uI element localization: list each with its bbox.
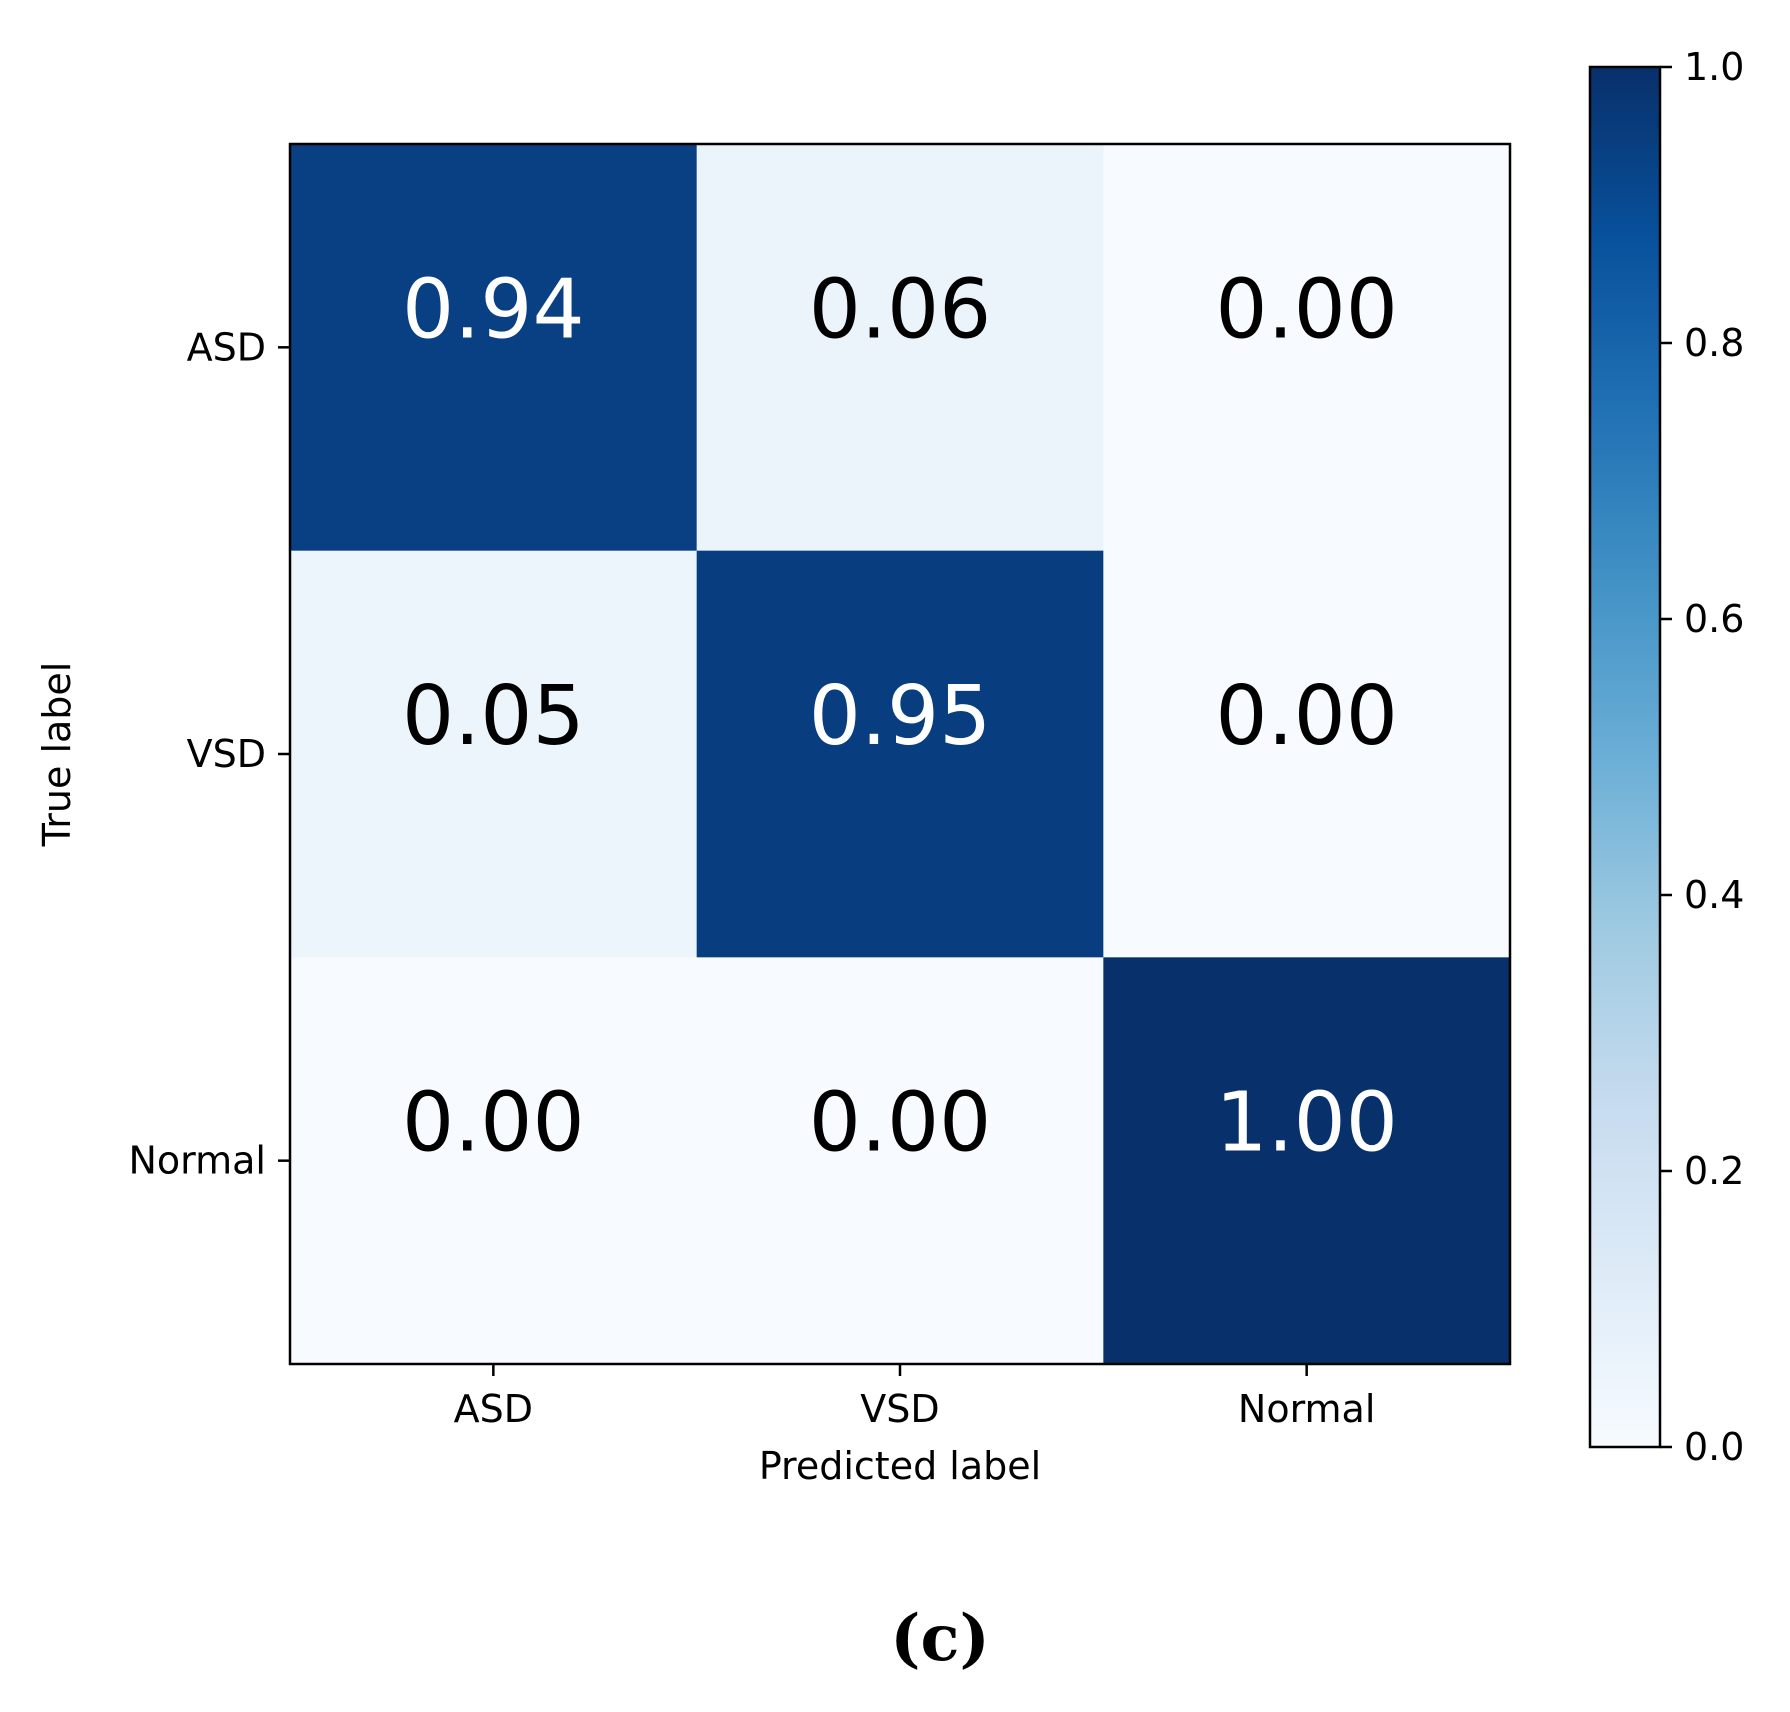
panel-label: (c)	[890, 1601, 990, 1676]
heatmap-cell	[1103, 144, 1511, 552]
colorbar-tick-label: 0.0	[1684, 1425, 1744, 1469]
colorbar-gradient	[1588, 65, 1662, 1449]
colorbar-tick-label: 0.6	[1684, 597, 1744, 641]
heatmap-cell	[1103, 550, 1511, 958]
y-tick-label: VSD	[187, 732, 266, 776]
y-axis-ticks: ASD VSD Normal	[129, 325, 290, 1183]
colorbar-tick-label: 0.4	[1684, 873, 1744, 917]
heatmap-value-labels: 0.94 0.06 0.00 0.05 0.95 0.00 0.00 0.00 1.00	[402, 262, 1398, 1170]
heatmap-cell	[290, 957, 698, 1365]
y-tick-label: Normal	[129, 1139, 267, 1183]
y-axis-label: True label	[35, 662, 79, 848]
colorbar: 0.0 0.2 0.4 0.6 0.8 1.0	[1588, 45, 1744, 1469]
colorbar-tick-label: 0.2	[1684, 1149, 1744, 1193]
heatmap-cell	[290, 144, 698, 552]
cell-value-label: 0.95	[809, 669, 992, 764]
x-tick-label: ASD	[454, 1387, 533, 1431]
x-tick-label: VSD	[860, 1387, 939, 1431]
heatmap-cells	[290, 144, 1511, 1365]
colorbar-tick-label: 1.0	[1684, 45, 1744, 89]
heatmap-cell	[696, 550, 1104, 958]
cell-value-label: 0.06	[809, 262, 992, 357]
cell-value-label: 0.00	[809, 1076, 992, 1171]
y-tick-label: ASD	[187, 325, 266, 369]
cell-value-label: 0.05	[402, 669, 585, 764]
cell-value-label: 0.94	[402, 262, 585, 357]
heatmap-cell	[696, 144, 1104, 552]
cell-value-label: 1.00	[1215, 1076, 1398, 1171]
colorbar-tick-label: 0.8	[1684, 321, 1744, 365]
x-tick-label: Normal	[1238, 1387, 1376, 1431]
cell-value-label: 0.00	[402, 1076, 585, 1171]
x-axis-ticks: ASD VSD Normal	[454, 1364, 1376, 1431]
heatmap-cell	[1103, 957, 1511, 1365]
heatmap-cell	[290, 550, 698, 958]
cell-value-label: 0.00	[1215, 262, 1398, 357]
x-axis-label: Predicted label	[759, 1444, 1041, 1488]
heatmap-cell	[696, 957, 1104, 1365]
cell-value-label: 0.00	[1215, 669, 1398, 764]
colorbar-ticks: 0.0 0.2 0.4 0.6 0.8 1.0	[1660, 45, 1744, 1469]
